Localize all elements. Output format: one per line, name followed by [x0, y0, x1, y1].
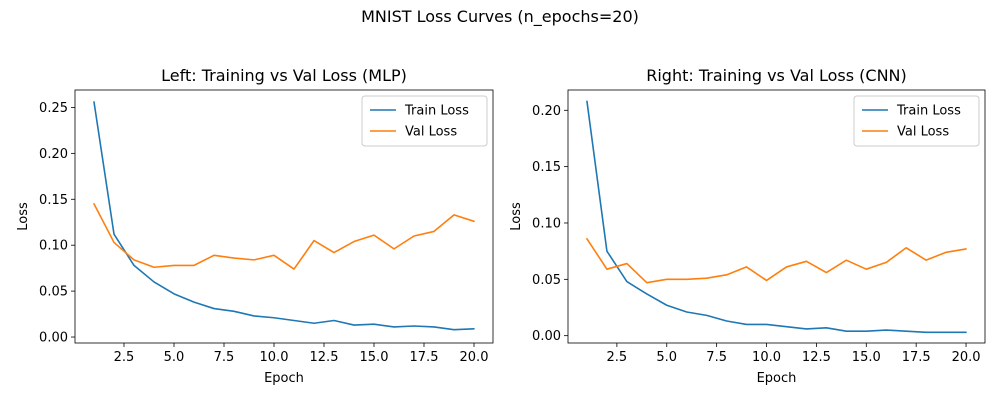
right-x-tick-label: 2.5 — [607, 350, 628, 365]
right-chart-cnn: Right: Training vs Val Loss (CNN) 2.5 5.0 7… — [509, 66, 986, 386]
right-legend-box — [853, 95, 980, 147]
left-y-tick-label: 0.25 — [39, 101, 68, 116]
left-x-tick-label: 5.0 — [164, 350, 185, 365]
right-legend: Train Loss Val Loss — [853, 95, 980, 147]
figure-suptitle: MNIST Loss Curves (n_epochs=20) — [361, 7, 639, 27]
right-series-line-train-loss — [586, 100, 967, 334]
right-axes-frame — [567, 89, 986, 344]
right-x-tick-label: 17.5 — [902, 350, 931, 365]
left-series-line-train-loss — [93, 101, 475, 331]
right-x-tick-label: 10.0 — [752, 350, 781, 365]
left-x-tick-label: 2.5 — [114, 350, 135, 365]
left-chart-title: Left: Training vs Val Loss (MLP) — [161, 66, 407, 85]
left-y-tick-label: 0.20 — [39, 147, 68, 162]
right-y-tick-label: 0.10 — [532, 216, 561, 231]
right-x-tick-label: 5.0 — [656, 350, 677, 365]
left-y-tick-label: 0.15 — [39, 193, 68, 208]
right-y-axis-label: Loss — [509, 202, 524, 231]
left-y-axis-label: Loss — [16, 202, 31, 231]
right-series-line-val-loss — [586, 237, 967, 284]
right-y-tick-label: 0.15 — [532, 160, 561, 175]
left-x-tick-label: 17.5 — [410, 350, 439, 365]
right-legend-label: Train Loss — [896, 104, 961, 119]
left-legend-box — [361, 95, 488, 147]
left-x-tick-label: 12.5 — [310, 350, 339, 365]
right-x-tick-label: 15.0 — [852, 350, 881, 365]
left-x-tick-label: 20.0 — [460, 350, 489, 365]
left-axes-frame — [74, 89, 494, 344]
left-x-tick-label: 10.0 — [260, 350, 289, 365]
right-chart-title: Right: Training vs Val Loss (CNN) — [646, 66, 907, 85]
right-y-tick-label: 0.20 — [532, 104, 561, 119]
right-y-tick-label: 0.05 — [532, 273, 561, 288]
left-series-line-val-loss — [93, 203, 475, 270]
left-y-tick-label: 0.05 — [39, 285, 68, 300]
right-x-tick-label: 12.5 — [802, 350, 831, 365]
left-y-tick-label: 0.10 — [39, 239, 68, 254]
right-x-axis-label: Epoch — [757, 371, 797, 386]
right-legend-label: Val Loss — [897, 125, 949, 140]
left-chart-mlp: Left: Training vs Val Loss (MLP) 2.5 5.0 7.… — [16, 66, 494, 386]
right-y-tick-label: 0.00 — [532, 329, 561, 344]
left-x-tick-label: 15.0 — [360, 350, 389, 365]
right-x-tick-label: 7.5 — [706, 350, 727, 365]
left-legend-label: Train Loss — [404, 104, 469, 119]
left-legend: Train Loss Val Loss — [361, 95, 488, 147]
left-legend-label: Val Loss — [405, 125, 457, 140]
left-x-tick-label: 7.5 — [214, 350, 235, 365]
left-y-tick-label: 0.00 — [39, 331, 68, 346]
right-x-tick-label: 20.0 — [952, 350, 981, 365]
left-x-axis-label: Epoch — [264, 371, 304, 386]
